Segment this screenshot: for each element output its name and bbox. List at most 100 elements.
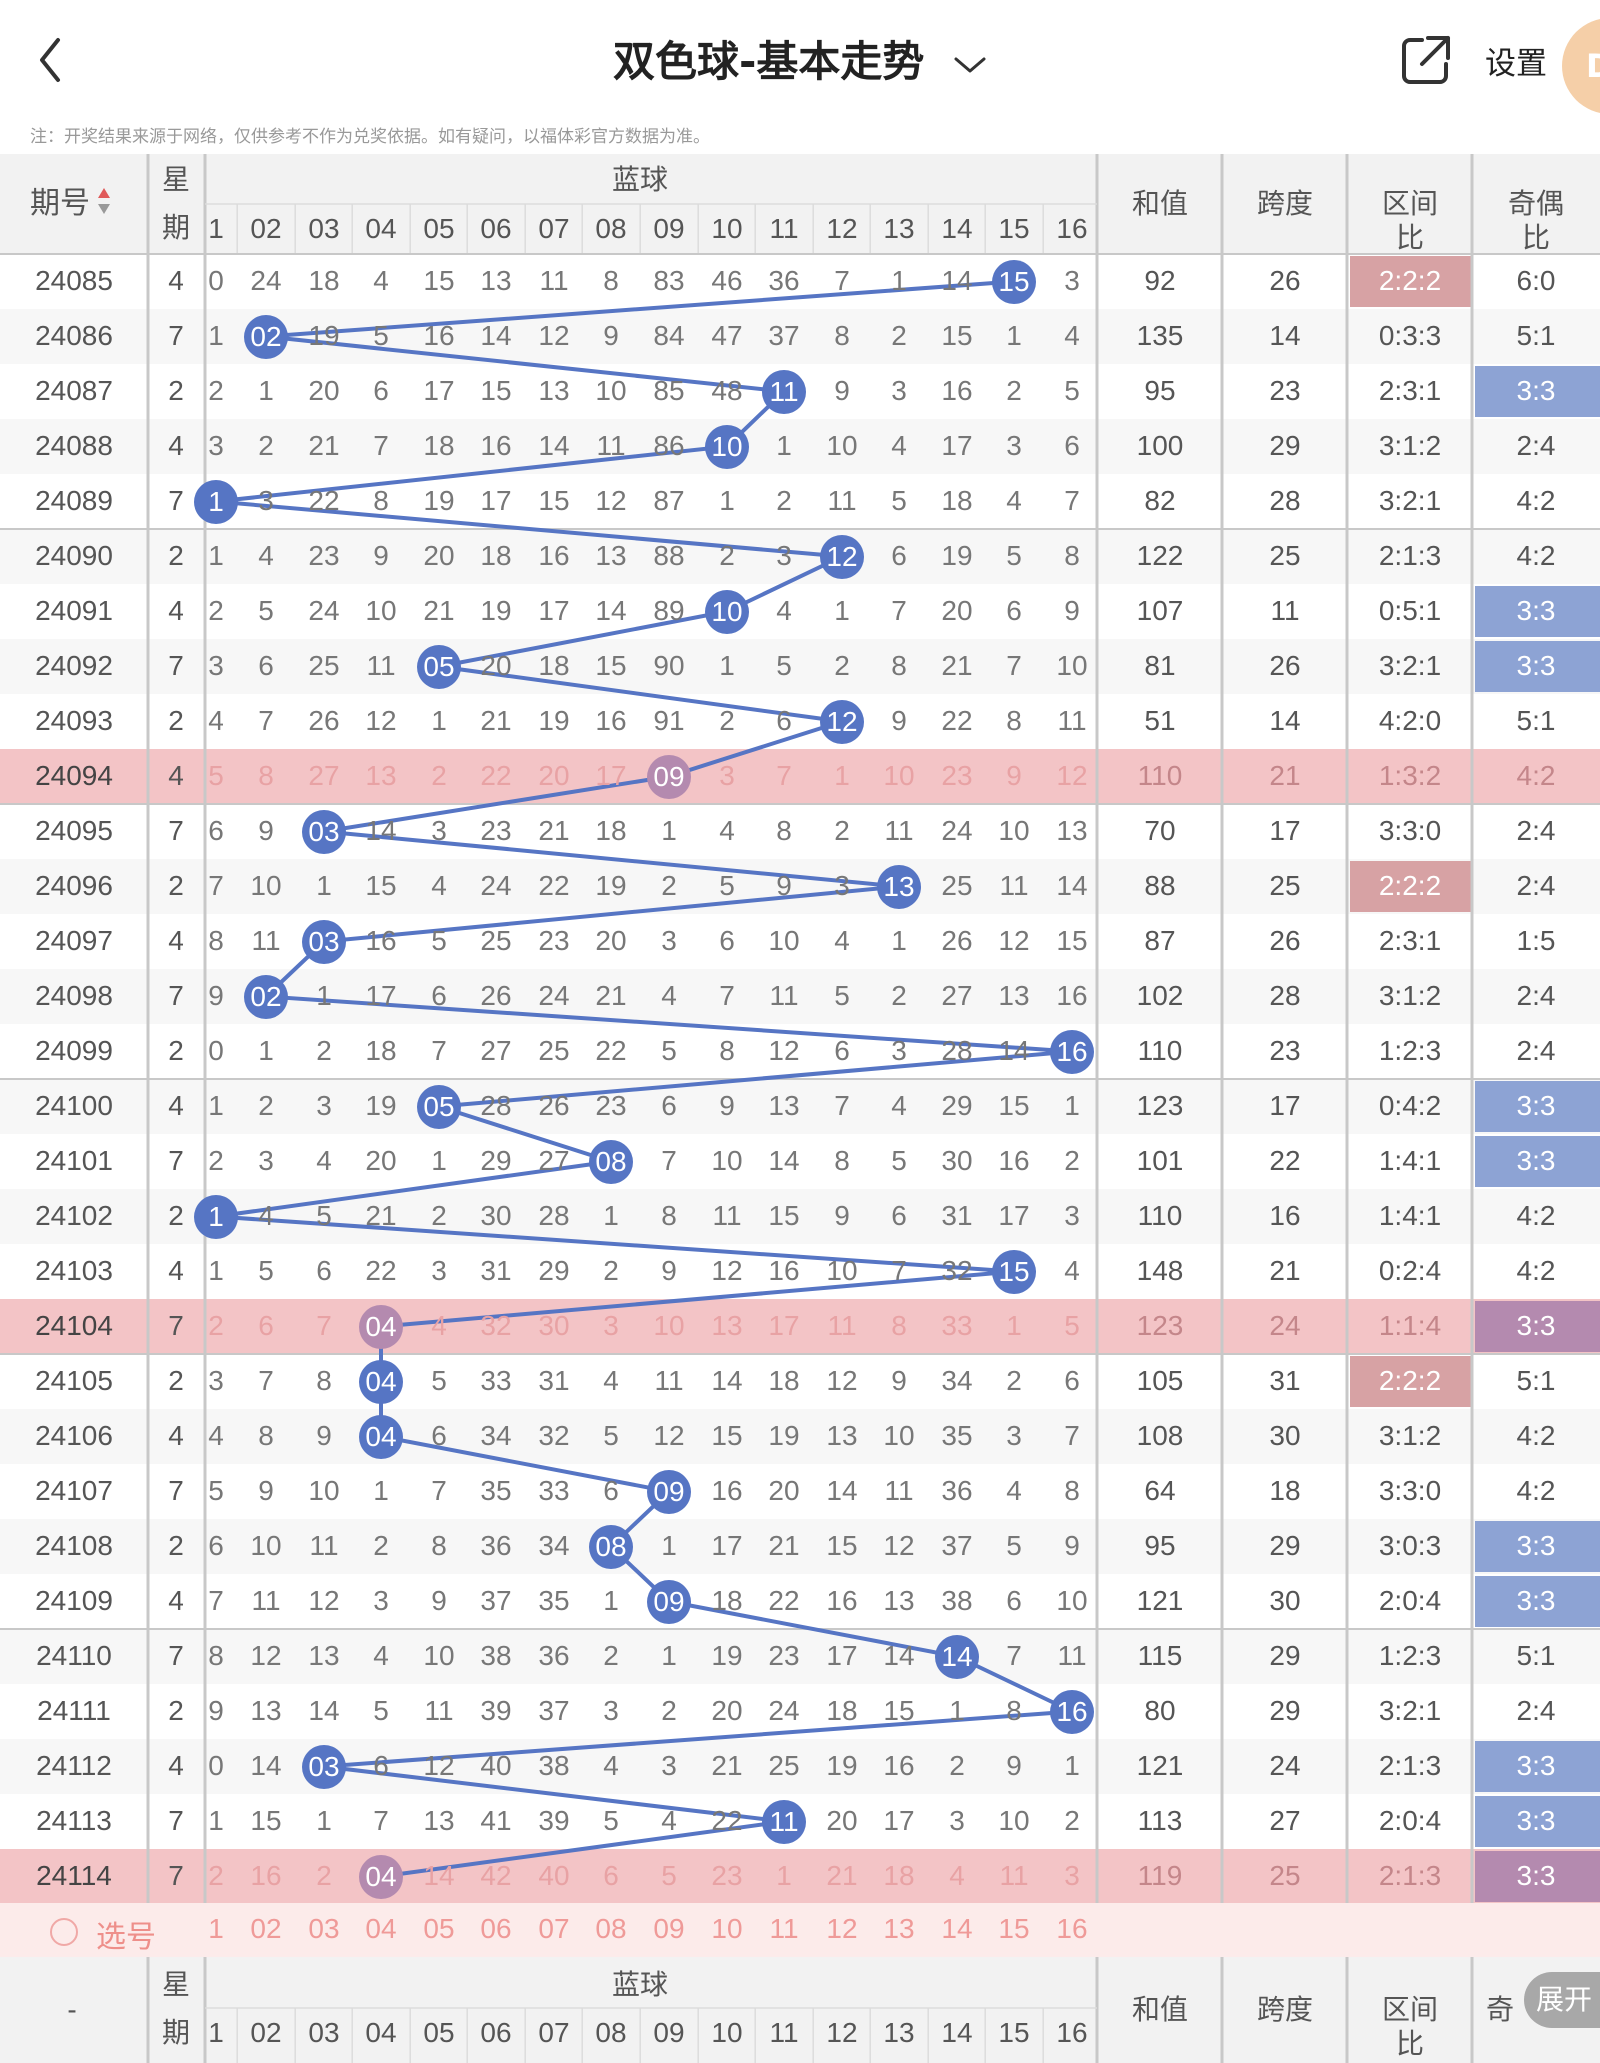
miss-count-cell: 12 (365, 705, 397, 737)
miss-count-cell: 5 (373, 320, 389, 352)
miss-count-cell: 18 (538, 650, 570, 682)
miss-count-cell: 33 (480, 1365, 512, 1397)
miss-count-cell: 6 (208, 815, 224, 847)
settings-button[interactable]: 设置 (1485, 46, 1547, 82)
miss-count-cell: 12 (595, 485, 627, 517)
miss-count-cell: 4 (1006, 485, 1022, 517)
row-bg (0, 1354, 1600, 1409)
pick-number[interactable]: 1 (208, 1913, 224, 1944)
pick-number[interactable]: 07 (538, 1913, 570, 1944)
miss-count-cell: 10 (308, 1475, 340, 1507)
miss-count-cell: 13 (595, 540, 627, 572)
miss-count-cell: 2 (1064, 1145, 1080, 1177)
miss-count-cell: 5 (373, 1695, 389, 1727)
miss-count-cell: 16 (768, 1255, 800, 1287)
issue-cell: 24101 (35, 1145, 113, 1177)
pick-label[interactable]: 选号 (96, 1920, 156, 1955)
miss-count-cell: 91 (653, 705, 685, 737)
pick-number[interactable]: 03 (308, 1913, 340, 1944)
share-icon[interactable] (1398, 32, 1454, 88)
week-header-top: 星 (161, 163, 190, 195)
zone-cell: 3:1:2 (1378, 1420, 1442, 1452)
miss-count-cell: 9 (891, 705, 907, 737)
parity-cell: 5:1 (1516, 1365, 1556, 1397)
miss-count-cell: 26 (480, 980, 512, 1012)
parity-cell: 3:3 (1516, 1090, 1556, 1122)
footer-blue-col-label: 11 (769, 2016, 799, 2048)
parity-cell: 5:1 (1516, 705, 1556, 737)
miss-count-cell: 22 (308, 485, 340, 517)
pick-number[interactable]: 06 (480, 1913, 512, 1944)
expand-button[interactable]: 展开 (1524, 1972, 1600, 2028)
miss-count-cell: 3 (1006, 1420, 1022, 1452)
pick-number[interactable]: 02 (250, 1913, 282, 1944)
week-cell: 2 (168, 1695, 184, 1727)
issue-cell: 24090 (35, 540, 113, 572)
miss-count-cell: 1 (776, 430, 792, 462)
miss-count-cell: 2 (891, 320, 907, 352)
miss-count-cell: 0 (208, 265, 224, 297)
parity-highlight (1475, 1796, 1600, 1847)
sum-cell: 101 (1136, 1145, 1184, 1177)
miss-count-cell: 23 (941, 760, 973, 792)
issue-cell: 24112 (36, 1750, 112, 1782)
miss-count-cell: 17 (768, 1310, 800, 1342)
miss-count-cell: 86 (653, 430, 685, 462)
miss-count-cell: 6 (316, 1255, 332, 1287)
zone-cell: 1:3:2 (1378, 760, 1442, 792)
pick-number[interactable]: 12 (826, 1913, 858, 1944)
pick-number[interactable]: 15 (998, 1913, 1030, 1944)
parity-cell: 3:3 (1516, 1585, 1556, 1617)
sort-icon[interactable] (98, 188, 110, 214)
pick-number[interactable]: 16 (1056, 1913, 1088, 1944)
miss-count-cell: 19 (538, 705, 570, 737)
chevron-down-icon[interactable] (953, 55, 987, 75)
blue-ball: 04 (359, 1854, 403, 1899)
miss-count-cell: 4 (776, 595, 792, 627)
pick-number[interactable]: 09 (653, 1913, 685, 1944)
miss-count-cell: 3 (208, 650, 224, 682)
row-bg (0, 584, 1600, 639)
span-cell: 23 (1269, 1035, 1301, 1067)
row-bg (0, 1629, 1600, 1684)
miss-count-cell: 13 (308, 1640, 340, 1672)
page-title[interactable]: 双色球-基本走势 (0, 28, 1600, 89)
pick-number[interactable]: 11 (769, 1913, 799, 1944)
miss-count-cell: 35 (480, 1475, 512, 1507)
miss-count-cell: 4 (603, 1750, 619, 1782)
issue-cell: 24089 (35, 485, 113, 517)
span-cell: 29 (1269, 1640, 1301, 1672)
blue-ball: 05 (417, 1084, 461, 1129)
pick-number[interactable]: 04 (365, 1913, 397, 1944)
miss-count-cell: 19 (941, 540, 973, 572)
blue-col-label: 02 (250, 212, 282, 244)
miss-count-cell: 18 (595, 815, 627, 847)
page-title-text[interactable]: 双色球-基本走势 (612, 37, 925, 86)
pick-number[interactable]: 10 (711, 1913, 743, 1944)
pick-number[interactable]: 14 (941, 1913, 973, 1944)
miss-count-cell: 1 (1064, 1750, 1080, 1782)
span-cell: 22 (1269, 1145, 1301, 1177)
issue-header[interactable]: 期号 (30, 187, 90, 221)
pick-number[interactable]: 13 (883, 1913, 915, 1944)
miss-count-cell: 11 (999, 1860, 1029, 1892)
miss-count-cell: 8 (258, 1420, 274, 1452)
miss-count-cell: 10 (250, 870, 282, 902)
miss-count-cell: 2 (891, 980, 907, 1012)
miss-count-cell: 10 (423, 1640, 455, 1672)
miss-count-cell: 33 (941, 1310, 973, 1342)
pick-radio[interactable] (50, 1918, 78, 1946)
miss-count-cell: 36 (941, 1475, 973, 1507)
pick-number[interactable]: 05 (423, 1913, 455, 1944)
pick-number[interactable]: 08 (595, 1913, 627, 1944)
row-bg (0, 1464, 1600, 1519)
miss-count-cell: 37 (538, 1695, 570, 1727)
zone-cell: 1:2:3 (1378, 1035, 1442, 1067)
miss-count-cell: 11 (827, 1310, 857, 1342)
week-cell: 2 (168, 1365, 184, 1397)
blue-ball: 03 (302, 1744, 346, 1789)
footer-blue-col-label: 15 (998, 2016, 1030, 2048)
parity-highlight (1475, 1301, 1600, 1352)
miss-count-cell: 4 (316, 1145, 332, 1177)
back-arrow-icon[interactable] (32, 32, 82, 88)
